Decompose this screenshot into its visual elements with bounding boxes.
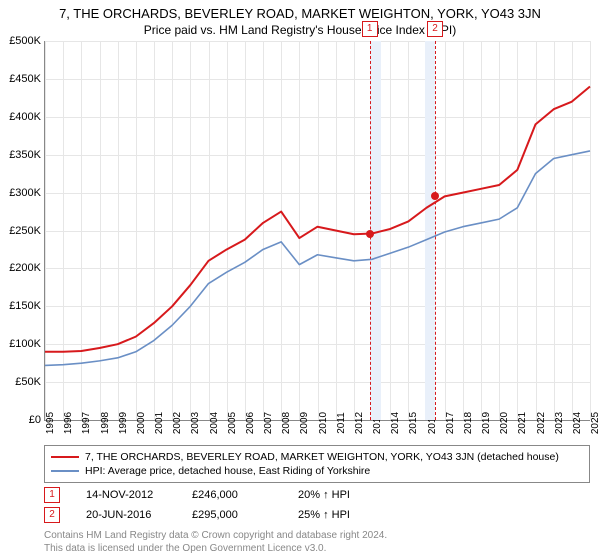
ytick-label: £100K	[9, 338, 41, 350]
sale-row: 1 14-NOV-2012 £246,000 20% ↑ HPI	[44, 487, 590, 503]
ytick-label: £500K	[9, 35, 41, 47]
ytick-label: £300K	[9, 187, 41, 199]
legend-label-property: 7, THE ORCHARDS, BEVERLEY ROAD, MARKET W…	[85, 451, 559, 463]
sale-date: 14-NOV-2012	[86, 489, 176, 501]
sale-row-marker: 2	[44, 507, 60, 523]
sale-marker: 2	[427, 21, 443, 37]
sale-row: 2 20-JUN-2016 £295,000 25% ↑ HPI	[44, 507, 590, 523]
sale-row-marker: 1	[44, 487, 60, 503]
ytick-label: £450K	[9, 73, 41, 85]
legend-row-hpi: HPI: Average price, detached house, East…	[51, 464, 583, 478]
ytick-label: £150K	[9, 300, 41, 312]
chart-title: 7, THE ORCHARDS, BEVERLEY ROAD, MARKET W…	[0, 0, 600, 21]
footnote-line-1: Contains HM Land Registry data © Crown c…	[44, 529, 590, 542]
ytick-label: £400K	[9, 111, 41, 123]
legend-swatch-property	[51, 456, 79, 458]
chart-subtitle: Price paid vs. HM Land Registry's House …	[0, 21, 600, 41]
chart-plot-area: £0£50K£100K£150K£200K£250K£300K£350K£400…	[44, 41, 590, 421]
footnote: Contains HM Land Registry data © Crown c…	[44, 529, 590, 555]
sale-delta: 25% ↑ HPI	[298, 509, 388, 521]
sale-price: £246,000	[192, 489, 282, 501]
sale-price: £295,000	[192, 509, 282, 521]
footnote-line-2: This data is licensed under the Open Gov…	[44, 542, 590, 555]
legend-row-property: 7, THE ORCHARDS, BEVERLEY ROAD, MARKET W…	[51, 450, 583, 464]
sale-delta: 20% ↑ HPI	[298, 489, 388, 501]
legend: 7, THE ORCHARDS, BEVERLEY ROAD, MARKET W…	[44, 445, 590, 483]
ytick-label: £350K	[9, 149, 41, 161]
legend-label-hpi: HPI: Average price, detached house, East…	[85, 465, 370, 477]
ytick-label: £50K	[15, 376, 41, 388]
xtick-label: 2025	[590, 412, 600, 434]
ytick-label: £0	[29, 414, 41, 426]
legend-swatch-hpi	[51, 470, 79, 472]
ytick-label: £250K	[9, 225, 41, 237]
sale-date: 20-JUN-2016	[86, 509, 176, 521]
ytick-label: £200K	[9, 262, 41, 274]
sale-marker: 1	[362, 21, 378, 37]
